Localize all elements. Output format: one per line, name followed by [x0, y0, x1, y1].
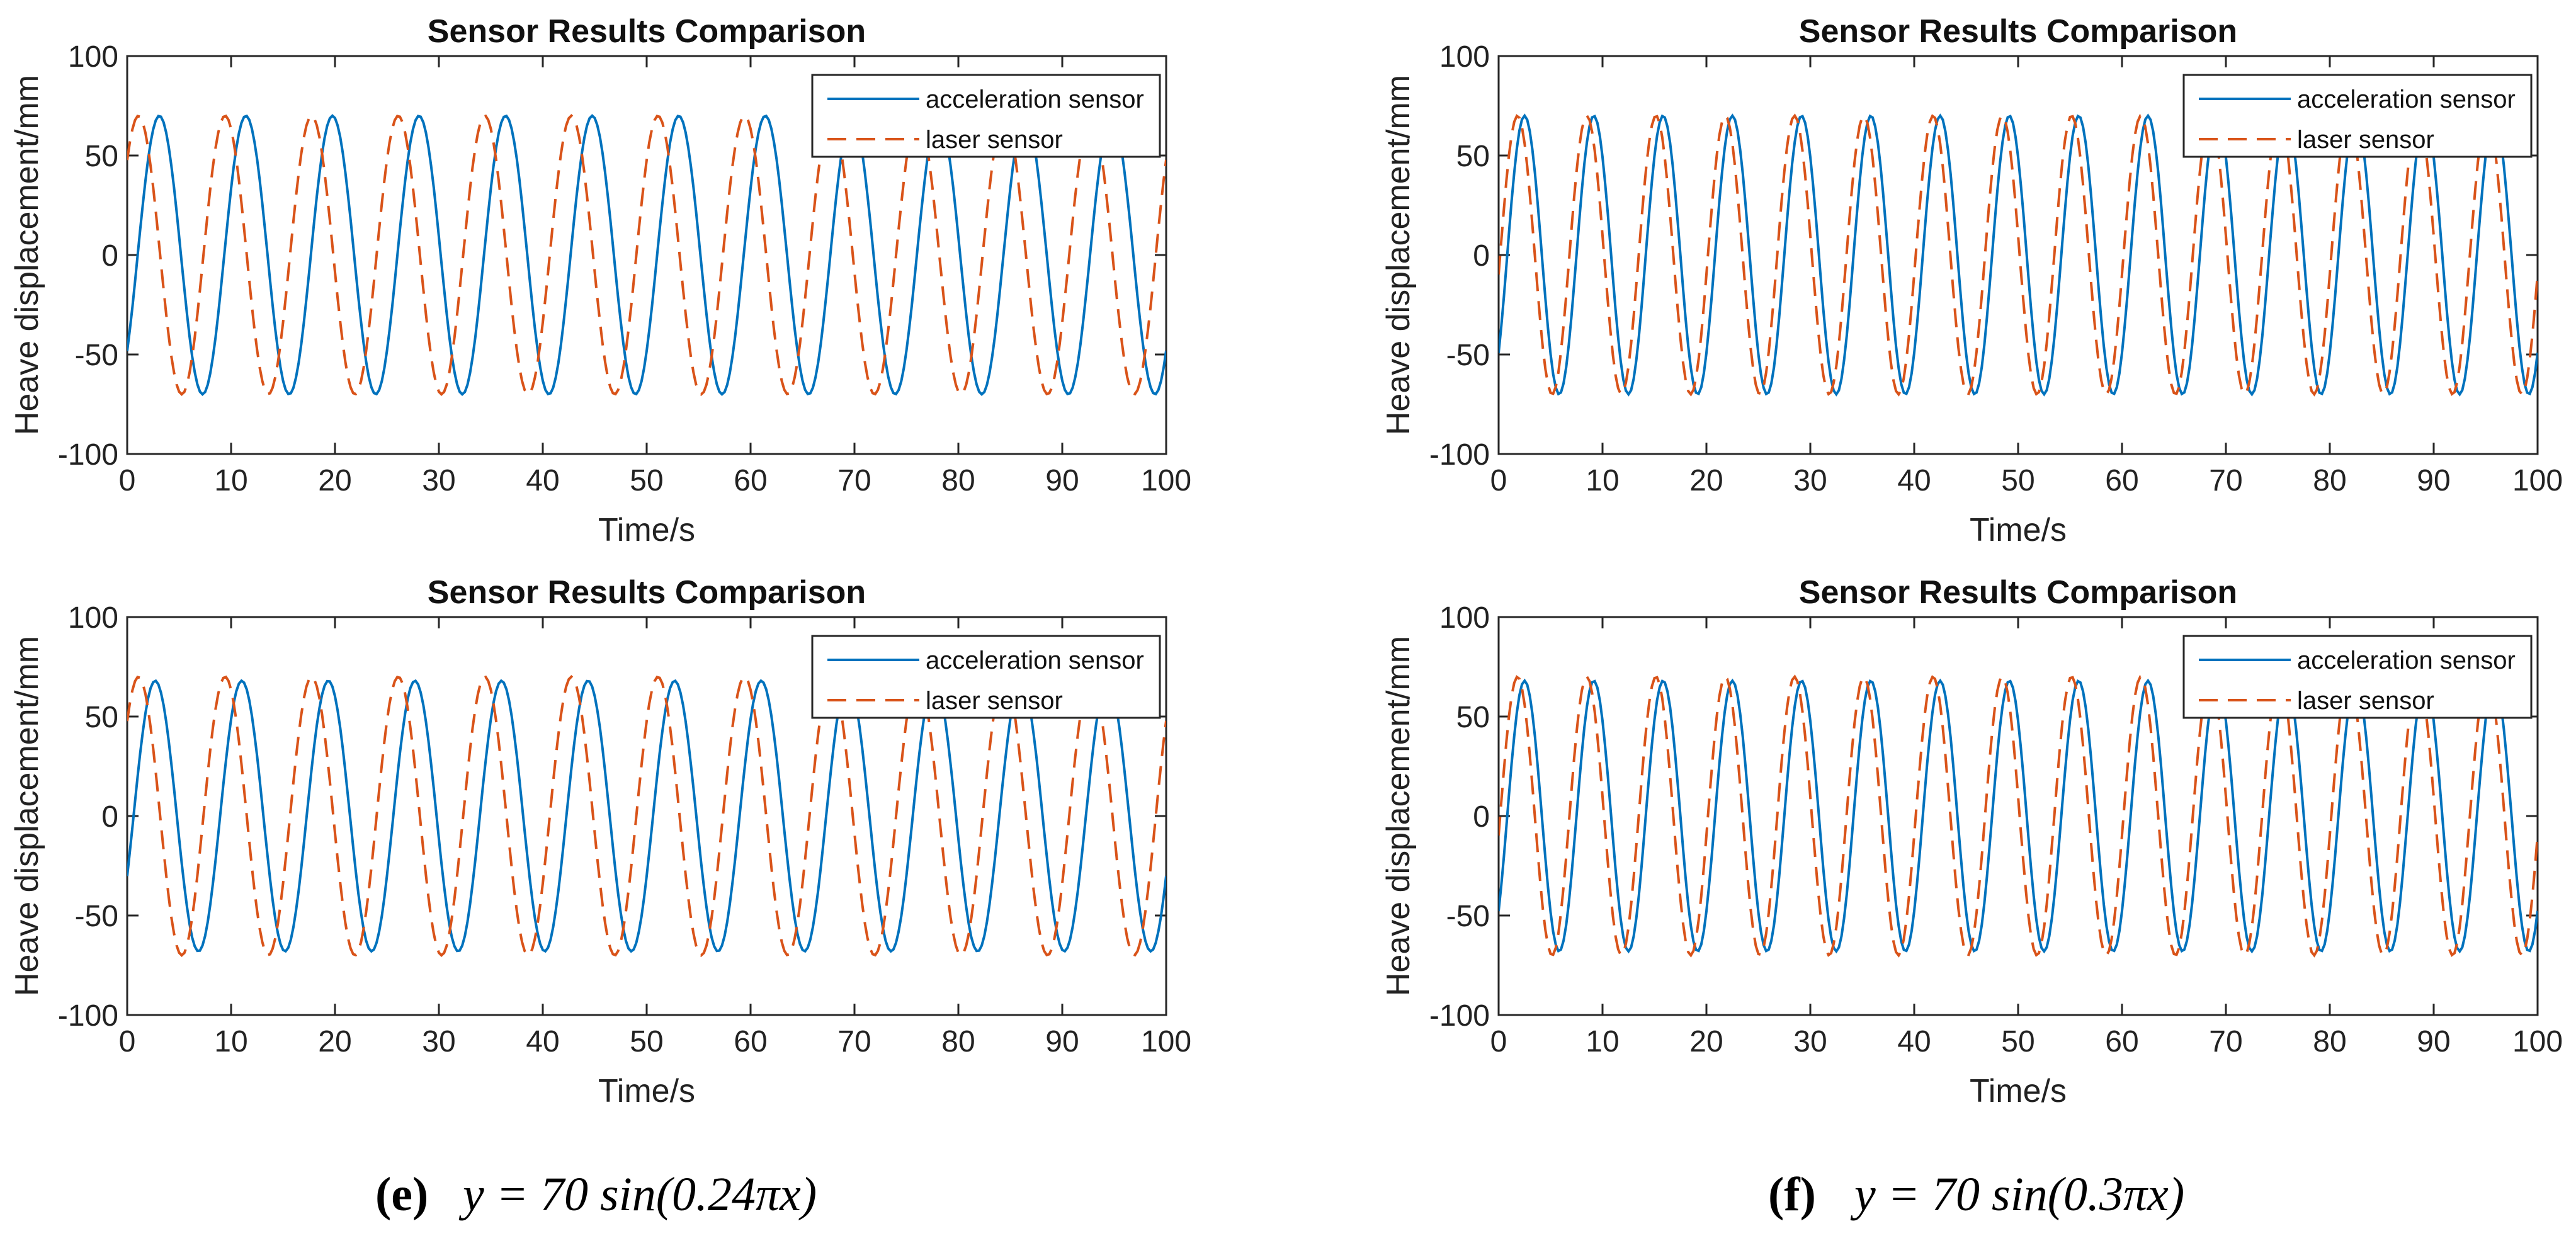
- x-tick-label: 40: [526, 1025, 559, 1058]
- caption-e-formula: y = 70 sin(0.24πx): [458, 1168, 817, 1221]
- x-tick-label: 0: [119, 1025, 136, 1058]
- x-tick-label: 40: [1897, 464, 1931, 497]
- x-tick-label: 10: [214, 1025, 247, 1058]
- x-tick-label: 90: [2417, 1025, 2450, 1058]
- caption-f-formula: y = 70 sin(0.3πx): [1850, 1168, 2184, 1221]
- x-tick-label: 10: [1586, 464, 1619, 497]
- figure: Sensor Results Comparison 0 10 20 30 40 50 60 70…: [0, 0, 2576, 1236]
- x-tick-label: 50: [2001, 1025, 2034, 1058]
- x-tick-label: 80: [941, 1025, 975, 1058]
- y-tick-label: -100: [1429, 438, 1490, 472]
- x-tick-label: 0: [1490, 1025, 1507, 1058]
- x-axis-label: Time/s: [598, 512, 695, 548]
- x-tick-label: 70: [2209, 464, 2242, 497]
- x-tick-label: 60: [2105, 464, 2138, 497]
- x-axis-label: Time/s: [598, 1073, 695, 1109]
- y-tick-label: 50: [85, 140, 118, 173]
- x-tick-label: 30: [422, 1025, 455, 1058]
- caption-e: (e) y = 70 sin(0.24πx): [375, 1168, 817, 1221]
- x-tick-label: 10: [214, 464, 247, 497]
- x-tick-label: 100: [1141, 464, 1191, 497]
- y-tick-label: -100: [58, 438, 118, 472]
- x-tick-label: 30: [422, 464, 455, 497]
- x-tick-label: 50: [2001, 464, 2034, 497]
- x-axis-label: Time/s: [1970, 512, 2067, 548]
- x-tick-label: 0: [1490, 464, 1507, 497]
- y-tick-label: 50: [1456, 701, 1490, 734]
- y-tick-label: 50: [1456, 140, 1490, 173]
- x-tick-label: 70: [837, 464, 871, 497]
- y-tick-label: 50: [85, 701, 118, 734]
- y-tick-label: 0: [1473, 239, 1490, 273]
- y-axis-label: Heave displacement/mm: [1380, 636, 1417, 996]
- x-tick-label: 100: [2512, 464, 2563, 497]
- caption-e-letter: (e): [375, 1168, 428, 1221]
- caption-f-letter: (f): [1768, 1168, 1816, 1221]
- x-tick-label: 70: [2209, 1025, 2242, 1058]
- legend-entry-label: laser sensor: [926, 126, 1063, 154]
- legend-entry-label: acceleration sensor: [2297, 647, 2516, 674]
- chart-title: Sensor Results Comparison: [428, 574, 866, 611]
- legend-entry-label: laser sensor: [2297, 687, 2434, 715]
- y-tick-label: 100: [1439, 601, 1490, 635]
- y-axis-label: Heave displacement/mm: [1380, 75, 1417, 435]
- x-tick-label: 20: [1689, 1025, 1723, 1058]
- y-tick-label: 100: [68, 601, 118, 635]
- x-tick-label: 100: [1141, 1025, 1191, 1058]
- y-tick-label: -50: [1446, 900, 1490, 933]
- x-tick-label: 50: [630, 464, 663, 497]
- x-tick-label: 50: [630, 1025, 663, 1058]
- caption-f: (f) y = 70 sin(0.3πx): [1768, 1168, 2184, 1221]
- chart-title: Sensor Results Comparison: [1799, 13, 2237, 50]
- y-axis-label: Heave displacement/mm: [9, 75, 45, 435]
- y-tick-label: 100: [68, 40, 118, 74]
- y-tick-label: 0: [101, 239, 118, 273]
- x-tick-label: 90: [1045, 464, 1079, 497]
- chart-bottom-right: Sensor Results Comparison 0 10 20 30 40 50 60 70…: [1380, 574, 2563, 1109]
- y-tick-label: -50: [1446, 339, 1490, 372]
- x-tick-label: 100: [2512, 1025, 2563, 1058]
- x-tick-label: 30: [1793, 464, 1827, 497]
- x-tick-label: 70: [837, 1025, 871, 1058]
- x-tick-label: 60: [734, 464, 767, 497]
- chart-title: Sensor Results Comparison: [1799, 574, 2237, 611]
- y-tick-label: 0: [101, 800, 118, 834]
- x-tick-label: 90: [1045, 1025, 1079, 1058]
- legend-entry-label: acceleration sensor: [926, 647, 1144, 674]
- x-axis-label: Time/s: [1970, 1073, 2067, 1109]
- x-tick-label: 40: [1897, 1025, 1931, 1058]
- y-axis-label: Heave displacement/mm: [9, 636, 45, 996]
- x-tick-label: 20: [318, 464, 351, 497]
- chart-title: Sensor Results Comparison: [428, 13, 866, 50]
- chart-top-left: Sensor Results Comparison 0 10 20 30 40 50 60 70…: [9, 13, 1191, 548]
- y-tick-label: -100: [1429, 999, 1490, 1033]
- x-tick-label: 30: [1793, 1025, 1827, 1058]
- legend-entry-label: acceleration sensor: [2297, 86, 2516, 113]
- y-tick-label: -100: [58, 999, 118, 1033]
- x-tick-label: 20: [1689, 464, 1723, 497]
- x-tick-label: 20: [318, 1025, 351, 1058]
- x-tick-label: 40: [526, 464, 559, 497]
- x-tick-label: 60: [2105, 1025, 2138, 1058]
- legend-entry-label: acceleration sensor: [926, 86, 1144, 113]
- legend-entry-label: laser sensor: [2297, 126, 2434, 154]
- y-tick-label: -50: [75, 339, 118, 372]
- x-tick-label: 80: [2313, 1025, 2346, 1058]
- chart-bottom-left: Sensor Results Comparison 0 10 20 30 40 50 60 70…: [9, 574, 1191, 1109]
- y-tick-label: -50: [75, 900, 118, 933]
- x-tick-label: 90: [2417, 464, 2450, 497]
- x-tick-label: 0: [119, 464, 136, 497]
- legend-entry-label: laser sensor: [926, 687, 1063, 715]
- y-tick-label: 100: [1439, 40, 1490, 74]
- chart-top-right: Sensor Results Comparison 0 10 20 30 40 50 60 70…: [1380, 13, 2563, 548]
- x-tick-label: 80: [941, 464, 975, 497]
- x-tick-label: 60: [734, 1025, 767, 1058]
- x-tick-label: 80: [2313, 464, 2346, 497]
- x-tick-label: 10: [1586, 1025, 1619, 1058]
- y-tick-label: 0: [1473, 800, 1490, 834]
